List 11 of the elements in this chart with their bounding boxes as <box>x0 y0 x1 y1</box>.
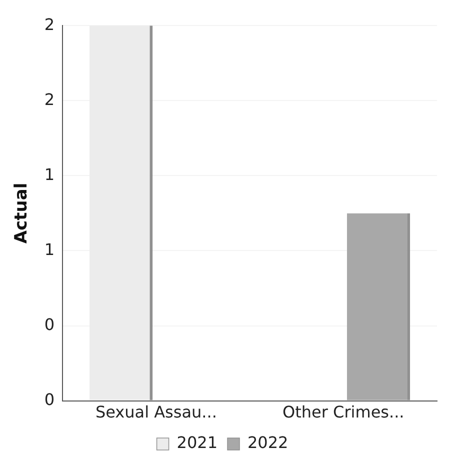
y-tick-label: 2 <box>44 14 55 34</box>
y-tick-label: 1 <box>44 164 55 184</box>
x-tick-label: Other Crimes... <box>282 402 404 422</box>
y-tick-label: 1 <box>44 240 55 259</box>
y-tick-label: 0 <box>44 314 55 334</box>
y-tick-label: 0 <box>44 390 55 409</box>
legend-label: 2022 <box>248 433 288 452</box>
y-tick-label: 2 <box>44 90 55 109</box>
x-tick-label: Sexual Assau... <box>95 402 217 422</box>
y-axis-title: Actual <box>12 182 32 244</box>
legend-label: 2021 <box>176 433 218 452</box>
